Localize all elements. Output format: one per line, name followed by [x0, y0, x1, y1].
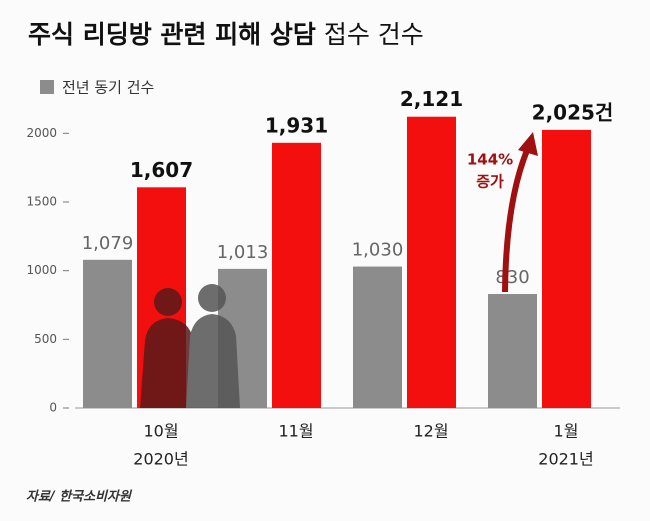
y-tick-label: 0	[49, 401, 57, 415]
y-tick-label: 2000	[26, 126, 57, 140]
title-main: 주식 리딩방 관련 피해 상담	[28, 20, 316, 49]
title-suffix: 접수 건수	[324, 20, 424, 49]
value-label: 1,931	[265, 113, 328, 137]
year-label: 2021년	[538, 450, 593, 469]
bar	[488, 294, 537, 408]
arrow-head	[518, 132, 538, 156]
value-label: 2,121	[400, 87, 463, 111]
legend-swatch	[40, 80, 54, 94]
chart-title: 주식 리딩방 관련 피해 상담 접수 건수	[28, 20, 424, 49]
plot: 0 500 1000 1500 2000 1,079 1,607 10월 2020년 1,013 1…	[26, 87, 620, 469]
value-label: 1,030	[352, 240, 404, 261]
value-label: 1,607	[130, 158, 193, 182]
bar	[83, 259, 132, 408]
silhouettes	[140, 284, 240, 408]
value-label: 830	[495, 267, 529, 288]
bar	[353, 266, 402, 408]
y-tick-label: 1500	[26, 195, 57, 209]
bar	[272, 142, 321, 408]
annotation: 증가	[476, 173, 504, 191]
bar	[542, 129, 591, 408]
annotation: 144%	[467, 151, 513, 169]
y-tick-label: 500	[34, 332, 57, 346]
x-tick-label: 10월	[143, 422, 178, 441]
legend: 전년 동기 건수	[40, 79, 154, 97]
legend-label: 전년 동기 건수	[62, 79, 154, 97]
source: 자료/ 한국소비자원	[26, 489, 133, 505]
x-tick-label: 11월	[278, 422, 313, 441]
year-label: 2020년	[133, 450, 188, 469]
value-label: 2,025건	[532, 100, 614, 124]
value-label: 1,079	[82, 233, 134, 254]
bar	[407, 116, 456, 408]
y-tick-label: 1000	[26, 263, 57, 277]
value-label: 1,013	[217, 242, 269, 263]
arrow	[502, 146, 531, 293]
x-tick-label: 12월	[413, 422, 448, 441]
x-tick-label: 1월	[554, 422, 579, 441]
